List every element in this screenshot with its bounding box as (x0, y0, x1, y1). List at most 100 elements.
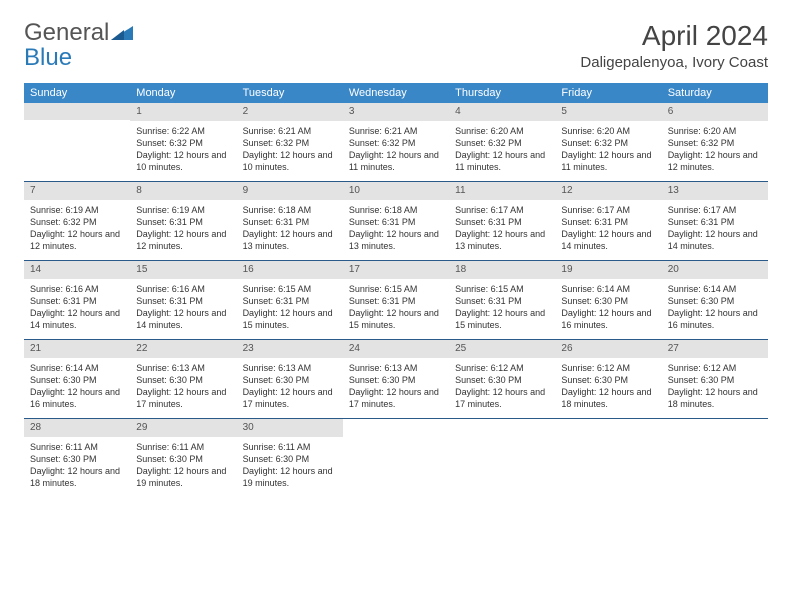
day-header-tue: Tuesday (237, 83, 343, 103)
day-number: 12 (555, 182, 661, 200)
day-cell: 6Sunrise: 6:20 AMSunset: 6:32 PMDaylight… (662, 103, 768, 182)
day-body: Sunrise: 6:15 AMSunset: 6:31 PMDaylight:… (343, 279, 449, 340)
daylight-text: Daylight: 12 hours and 13 minutes. (243, 228, 337, 252)
day-number: 13 (662, 182, 768, 200)
day-body: Sunrise: 6:17 AMSunset: 6:31 PMDaylight:… (662, 200, 768, 261)
day-cell: 16Sunrise: 6:15 AMSunset: 6:31 PMDayligh… (237, 261, 343, 340)
day-cell: 30Sunrise: 6:11 AMSunset: 6:30 PMDayligh… (237, 419, 343, 498)
sunset-text: Sunset: 6:31 PM (30, 295, 124, 307)
day-cell: 24Sunrise: 6:13 AMSunset: 6:30 PMDayligh… (343, 340, 449, 419)
sunset-text: Sunset: 6:31 PM (668, 216, 762, 228)
day-header-wed: Wednesday (343, 83, 449, 103)
sunset-text: Sunset: 6:32 PM (243, 137, 337, 149)
sunset-text: Sunset: 6:30 PM (668, 374, 762, 386)
sunrise-text: Sunrise: 6:14 AM (668, 283, 762, 295)
location: Daligepalenyoa, Ivory Coast (580, 54, 768, 71)
sunrise-text: Sunrise: 6:15 AM (243, 283, 337, 295)
sunrise-text: Sunrise: 6:18 AM (349, 204, 443, 216)
day-body: Sunrise: 6:22 AMSunset: 6:32 PMDaylight:… (130, 121, 236, 182)
day-number: 11 (449, 182, 555, 200)
sunset-text: Sunset: 6:32 PM (30, 216, 124, 228)
day-number: 18 (449, 261, 555, 279)
day-header-row: Sunday Monday Tuesday Wednesday Thursday… (24, 83, 768, 103)
sunset-text: Sunset: 6:31 PM (349, 295, 443, 307)
day-body: Sunrise: 6:14 AMSunset: 6:30 PMDaylight:… (555, 279, 661, 340)
sunset-text: Sunset: 6:31 PM (455, 295, 549, 307)
day-number: 24 (343, 340, 449, 358)
daylight-text: Daylight: 12 hours and 14 minutes. (136, 307, 230, 331)
daylight-text: Daylight: 12 hours and 18 minutes. (30, 465, 124, 489)
sunrise-text: Sunrise: 6:11 AM (243, 441, 337, 453)
day-cell: 5Sunrise: 6:20 AMSunset: 6:32 PMDaylight… (555, 103, 661, 182)
day-body: Sunrise: 6:19 AMSunset: 6:32 PMDaylight:… (24, 200, 130, 261)
sunset-text: Sunset: 6:32 PM (668, 137, 762, 149)
daylight-text: Daylight: 12 hours and 12 minutes. (136, 228, 230, 252)
sunset-text: Sunset: 6:30 PM (561, 374, 655, 386)
logo-text-blue: Blue (24, 44, 72, 71)
day-number: 8 (130, 182, 236, 200)
sunset-text: Sunset: 6:31 PM (136, 216, 230, 228)
day-body: Sunrise: 6:13 AMSunset: 6:30 PMDaylight:… (237, 358, 343, 419)
sunset-text: Sunset: 6:31 PM (561, 216, 655, 228)
sunset-text: Sunset: 6:32 PM (136, 137, 230, 149)
day-body: Sunrise: 6:18 AMSunset: 6:31 PMDaylight:… (343, 200, 449, 261)
sunset-text: Sunset: 6:31 PM (349, 216, 443, 228)
title-block: April 2024 Daligepalenyoa, Ivory Coast (580, 20, 768, 71)
sunrise-text: Sunrise: 6:12 AM (668, 362, 762, 374)
day-number: 16 (237, 261, 343, 279)
day-body: Sunrise: 6:14 AMSunset: 6:30 PMDaylight:… (662, 279, 768, 340)
day-number: 14 (24, 261, 130, 279)
daylight-text: Daylight: 12 hours and 17 minutes. (136, 386, 230, 410)
daylight-text: Daylight: 12 hours and 18 minutes. (561, 386, 655, 410)
day-number: 26 (555, 340, 661, 358)
daylight-text: Daylight: 12 hours and 14 minutes. (30, 307, 124, 331)
day-number: 27 (662, 340, 768, 358)
sunset-text: Sunset: 6:31 PM (243, 216, 337, 228)
day-number: 25 (449, 340, 555, 358)
day-cell (555, 419, 661, 498)
sunrise-text: Sunrise: 6:13 AM (243, 362, 337, 374)
day-cell: 19Sunrise: 6:14 AMSunset: 6:30 PMDayligh… (555, 261, 661, 340)
logo-text-general: General (24, 19, 109, 46)
sunrise-text: Sunrise: 6:20 AM (668, 125, 762, 137)
day-cell (24, 103, 130, 182)
day-cell (343, 419, 449, 498)
day-cell: 29Sunrise: 6:11 AMSunset: 6:30 PMDayligh… (130, 419, 236, 498)
daylight-text: Daylight: 12 hours and 16 minutes. (668, 307, 762, 331)
day-body: Sunrise: 6:11 AMSunset: 6:30 PMDaylight:… (237, 437, 343, 498)
sunset-text: Sunset: 6:31 PM (243, 295, 337, 307)
day-number: 20 (662, 261, 768, 279)
week-row: 21Sunrise: 6:14 AMSunset: 6:30 PMDayligh… (24, 340, 768, 419)
daylight-text: Daylight: 12 hours and 17 minutes. (243, 386, 337, 410)
day-body: Sunrise: 6:13 AMSunset: 6:30 PMDaylight:… (130, 358, 236, 419)
day-cell: 25Sunrise: 6:12 AMSunset: 6:30 PMDayligh… (449, 340, 555, 419)
sunset-text: Sunset: 6:30 PM (136, 453, 230, 465)
day-body: Sunrise: 6:13 AMSunset: 6:30 PMDaylight:… (343, 358, 449, 419)
sunrise-text: Sunrise: 6:19 AM (136, 204, 230, 216)
day-number: 7 (24, 182, 130, 200)
sunrise-text: Sunrise: 6:16 AM (30, 283, 124, 295)
day-number: 19 (555, 261, 661, 279)
sunset-text: Sunset: 6:30 PM (243, 374, 337, 386)
day-cell: 28Sunrise: 6:11 AMSunset: 6:30 PMDayligh… (24, 419, 130, 498)
sunrise-text: Sunrise: 6:15 AM (455, 283, 549, 295)
sunset-text: Sunset: 6:30 PM (30, 453, 124, 465)
day-cell: 18 Sunrise: 6:15 AMSunset: 6:31 PMDayligh… (449, 261, 555, 340)
day-number: 5 (555, 103, 661, 121)
sunrise-text: Sunrise: 6:19 AM (30, 204, 124, 216)
sunset-text: Sunset: 6:32 PM (455, 137, 549, 149)
day-body: Sunrise: 6:15 AMSunset: 6:31 PMDaylight:… (237, 279, 343, 340)
day-number: 22 (130, 340, 236, 358)
day-cell: 4Sunrise: 6:20 AMSunset: 6:32 PMDaylight… (449, 103, 555, 182)
sunrise-text: Sunrise: 6:20 AM (561, 125, 655, 137)
day-cell (662, 419, 768, 498)
day-number: 29 (130, 419, 236, 437)
sunrise-text: Sunrise: 6:18 AM (243, 204, 337, 216)
daylight-text: Daylight: 12 hours and 17 minutes. (455, 386, 549, 410)
day-body: Sunrise: 6:19 AMSunset: 6:31 PMDaylight:… (130, 200, 236, 261)
header: GeneralBlue April 2024 Daligepalenyoa, I… (24, 20, 768, 71)
daylight-text: Daylight: 12 hours and 15 minutes. (455, 307, 549, 331)
sunset-text: Sunset: 6:31 PM (136, 295, 230, 307)
day-header-sat: Saturday (662, 83, 768, 103)
day-number-empty (24, 103, 130, 120)
